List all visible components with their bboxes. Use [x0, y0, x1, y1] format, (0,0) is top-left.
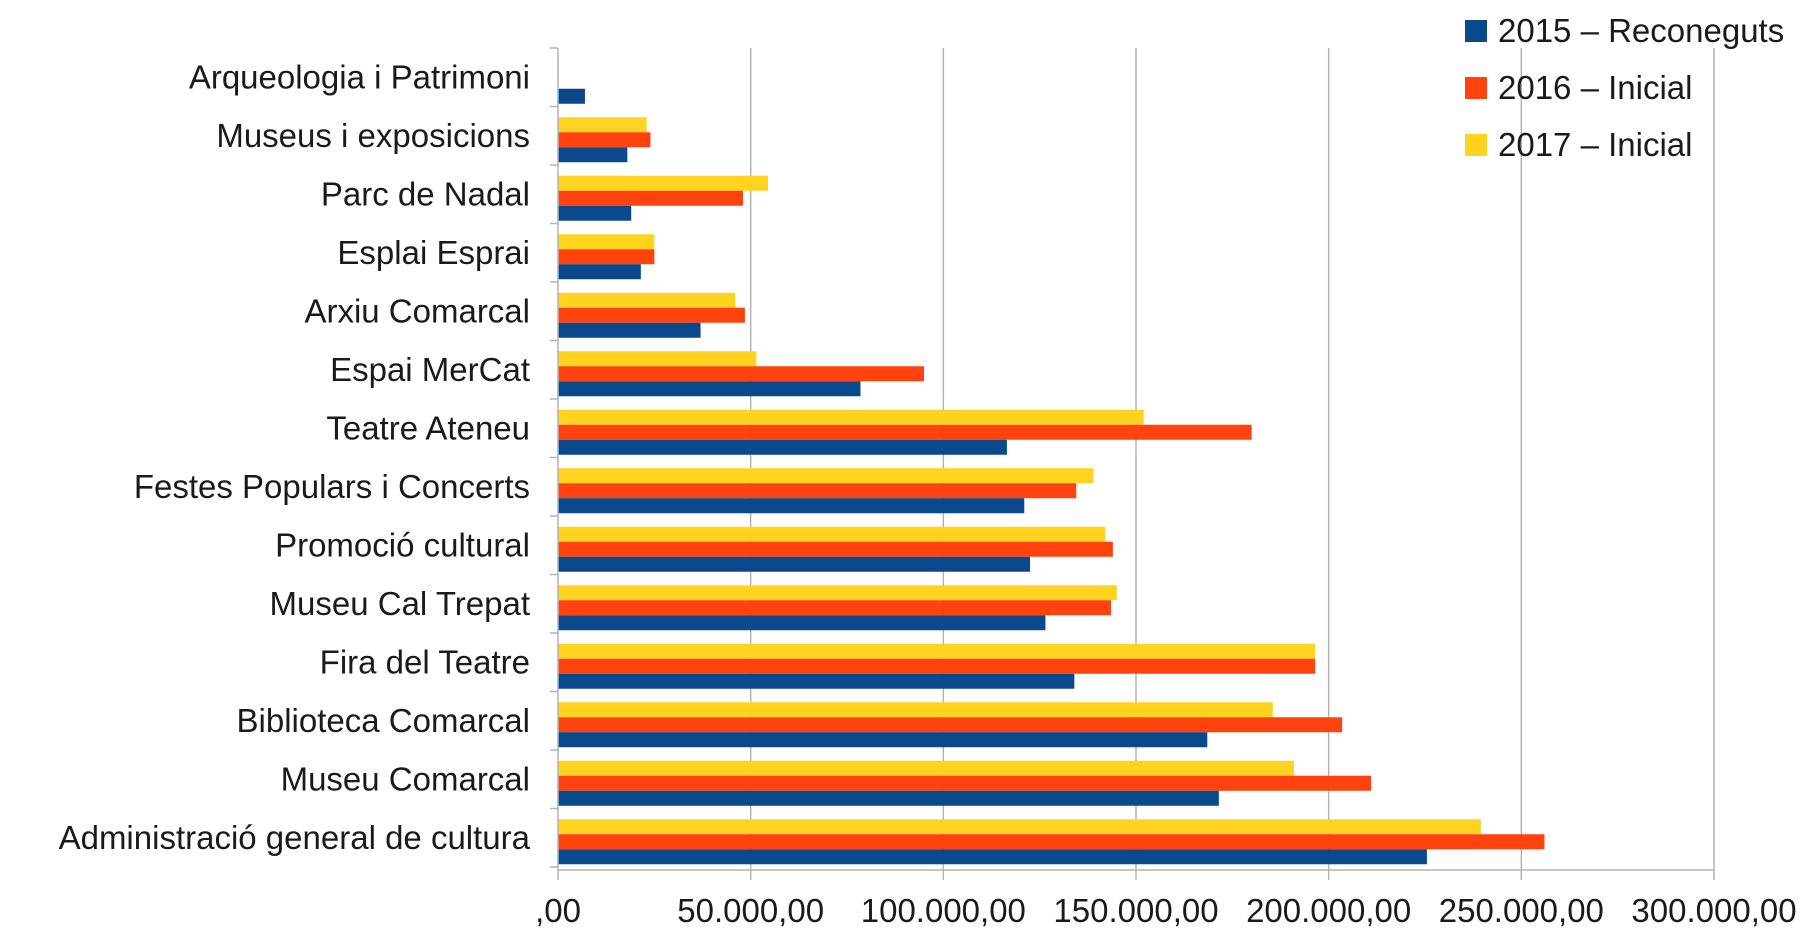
bars	[558, 88, 1545, 865]
category-label: Esplai Esprai	[337, 234, 530, 271]
legend: 2015 – Reconeguts 2016 – Inicial 2017 – In…	[1465, 12, 1784, 163]
bar	[558, 483, 1077, 499]
category-label: Museu Comarcal	[281, 760, 530, 797]
bar	[558, 790, 1219, 806]
x-tick-label: 50.000,00	[677, 892, 824, 929]
bar	[558, 381, 861, 397]
category-label: Arqueologia i Patrimoni	[189, 58, 530, 95]
legend-label: 2017 – Inicial	[1498, 126, 1692, 163]
x-tick-label: 100.000,00	[861, 892, 1026, 929]
bar	[558, 775, 1372, 791]
bar	[558, 307, 745, 323]
bar	[558, 322, 701, 338]
bar	[558, 658, 1316, 674]
category-label: Arxiu Comarcal	[304, 292, 530, 329]
bar	[558, 526, 1106, 542]
category-label: Biblioteca Comarcal	[237, 702, 530, 739]
bar	[558, 366, 925, 382]
x-tick-label: 150.000,00	[1053, 892, 1218, 929]
bar	[558, 351, 757, 367]
bar	[558, 673, 1075, 689]
bar	[558, 732, 1208, 748]
bar	[558, 819, 1481, 835]
category-label: Fira del Teatre	[320, 643, 530, 680]
bar	[558, 849, 1427, 865]
bar	[558, 760, 1294, 776]
legend-label: 2015 – Reconeguts	[1498, 12, 1784, 49]
bar	[558, 717, 1343, 733]
x-tick-labels: ,00 50.000,00 100.000,00 150.000,00 200.000,…	[535, 892, 1797, 929]
category-label: Teatre Ateneu	[326, 409, 530, 446]
bar	[558, 147, 628, 163]
axes	[550, 47, 1715, 880]
category-labels: Arqueologia i Patrimoni Museus i exposici…	[59, 58, 531, 856]
bar	[558, 424, 1252, 440]
bar	[558, 409, 1144, 425]
bar	[558, 190, 743, 206]
bar	[558, 292, 736, 308]
legend-swatch	[1465, 77, 1487, 99]
bar	[558, 264, 641, 280]
bar	[558, 439, 1007, 455]
bar	[558, 600, 1111, 616]
bar	[558, 234, 655, 250]
category-label: Espai MerCat	[330, 351, 530, 388]
category-label: Parc de Nadal	[321, 175, 530, 212]
category-label: Festes Populars i Concerts	[134, 468, 530, 505]
bar	[558, 541, 1113, 557]
bar	[558, 205, 632, 221]
bar	[558, 88, 585, 104]
legend-swatch	[1465, 20, 1487, 42]
category-label: Museu Cal Trepat	[270, 585, 530, 622]
bar	[558, 834, 1545, 850]
bar	[558, 498, 1025, 514]
bar	[558, 132, 651, 148]
x-tick-label: 300.000,00	[1631, 892, 1796, 929]
bar	[558, 117, 647, 133]
category-label: Promoció cultural	[275, 526, 530, 563]
x-tick-label: 250.000,00	[1439, 892, 1604, 929]
category-label: Administració general de cultura	[59, 819, 531, 856]
bar	[558, 249, 655, 265]
bar	[558, 702, 1273, 718]
legend-swatch	[1465, 134, 1487, 156]
x-tick-label: 200.000,00	[1246, 892, 1411, 929]
bar	[558, 615, 1046, 631]
bar	[558, 468, 1094, 484]
bar	[558, 643, 1316, 659]
bar	[558, 175, 769, 191]
category-label: Museus i exposicions	[216, 117, 530, 154]
bar	[558, 556, 1031, 572]
legend-label: 2016 – Inicial	[1498, 69, 1692, 106]
x-tick-label: ,00	[535, 892, 581, 929]
bar	[558, 585, 1117, 601]
